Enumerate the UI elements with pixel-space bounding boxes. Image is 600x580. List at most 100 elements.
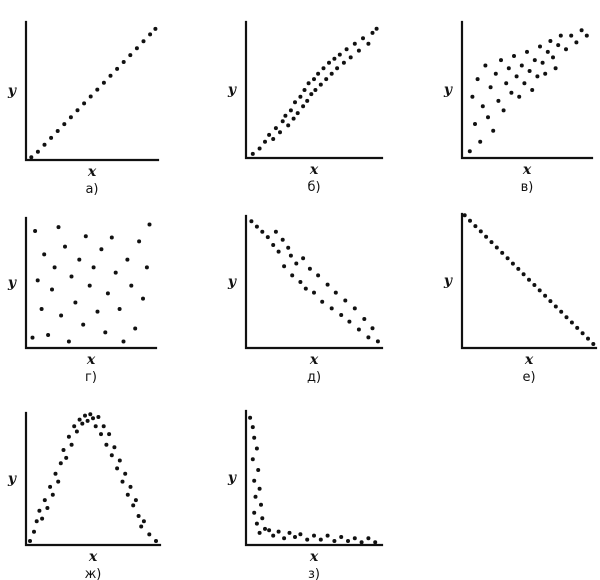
- data-point: [109, 453, 114, 458]
- data-point: [475, 77, 480, 82]
- data-point: [250, 425, 255, 430]
- data-point: [318, 82, 323, 87]
- data-point: [287, 530, 292, 535]
- data-point: [141, 519, 146, 524]
- data-point: [373, 540, 378, 545]
- data-point: [254, 446, 259, 451]
- data-point: [352, 306, 357, 311]
- data-point: [489, 240, 494, 245]
- data-point: [486, 115, 490, 120]
- data-point: [83, 234, 88, 239]
- data-point: [77, 417, 82, 422]
- data-point: [95, 309, 100, 314]
- data-point: [49, 135, 54, 140]
- data-point: [516, 266, 521, 271]
- data-point: [88, 412, 93, 417]
- data-point: [62, 122, 67, 127]
- data-point: [316, 71, 321, 76]
- panel-caption: е): [522, 370, 535, 385]
- data-point: [129, 283, 134, 288]
- data-point: [532, 58, 537, 63]
- data-point: [87, 283, 92, 288]
- data-point: [532, 283, 537, 287]
- data-point: [301, 256, 306, 261]
- data-point: [558, 33, 563, 38]
- data-point: [276, 529, 281, 534]
- data-point: [263, 139, 267, 144]
- data-point: [543, 71, 548, 76]
- data-point: [45, 506, 50, 510]
- data-point: [370, 326, 375, 331]
- data-point: [574, 40, 579, 45]
- data-point: [260, 229, 265, 234]
- data-point: [370, 30, 375, 35]
- data-point: [117, 458, 122, 463]
- data-point: [501, 108, 506, 113]
- data-point: [569, 33, 574, 38]
- data-point: [375, 339, 380, 344]
- data-point: [107, 432, 112, 437]
- data-point: [55, 129, 60, 133]
- data-point: [346, 539, 350, 543]
- data-point: [339, 313, 344, 317]
- data-point: [324, 77, 329, 82]
- data-point: [298, 280, 303, 284]
- data-point: [312, 533, 316, 538]
- y-axis-label: y: [227, 274, 237, 290]
- data-point: [499, 58, 503, 63]
- data-point: [50, 492, 55, 497]
- data-point: [522, 81, 527, 86]
- data-point: [147, 222, 152, 227]
- data-point: [259, 502, 263, 507]
- data-point: [313, 88, 318, 92]
- data-point: [525, 49, 529, 54]
- data-point: [35, 149, 40, 154]
- data-point: [121, 60, 126, 64]
- data-point: [83, 413, 87, 418]
- data-point: [283, 113, 288, 118]
- data-point: [291, 116, 296, 121]
- data-point: [282, 264, 287, 269]
- data-point: [33, 229, 38, 233]
- data-point: [344, 47, 349, 52]
- data-point: [144, 265, 149, 270]
- data-point: [556, 43, 561, 48]
- data-point: [586, 336, 590, 341]
- data-point: [575, 325, 580, 330]
- data-point: [306, 81, 311, 86]
- data-point: [267, 528, 272, 533]
- data-point: [137, 239, 142, 244]
- data-point: [56, 225, 61, 230]
- data-point: [356, 48, 361, 53]
- axis-lines: [244, 20, 384, 160]
- data-point: [318, 537, 323, 542]
- data-point: [248, 415, 253, 420]
- data-point: [252, 478, 257, 483]
- data-point: [74, 429, 79, 434]
- data-point: [366, 41, 371, 46]
- data-point: [128, 53, 133, 58]
- data-point: [484, 234, 489, 239]
- axis-lines: [244, 409, 384, 547]
- data-point: [64, 455, 69, 460]
- panel-caption: д): [307, 370, 321, 385]
- data-point: [374, 26, 379, 31]
- data-point: [91, 416, 95, 421]
- data-point: [271, 533, 276, 538]
- data-point: [141, 296, 145, 301]
- data-point: [551, 55, 555, 60]
- data-point: [131, 503, 136, 508]
- data-point: [468, 218, 472, 223]
- data-point: [307, 266, 312, 271]
- data-point: [305, 98, 310, 103]
- data-point: [553, 66, 558, 71]
- data-point: [115, 466, 120, 471]
- x-axis-label: x: [524, 352, 534, 368]
- data-point: [153, 26, 158, 31]
- data-point: [85, 418, 90, 423]
- data-point: [109, 235, 114, 240]
- data-point: [579, 28, 584, 33]
- data-point: [538, 44, 542, 49]
- data-point: [288, 108, 293, 113]
- scatter-panel: y x д): [227, 214, 384, 385]
